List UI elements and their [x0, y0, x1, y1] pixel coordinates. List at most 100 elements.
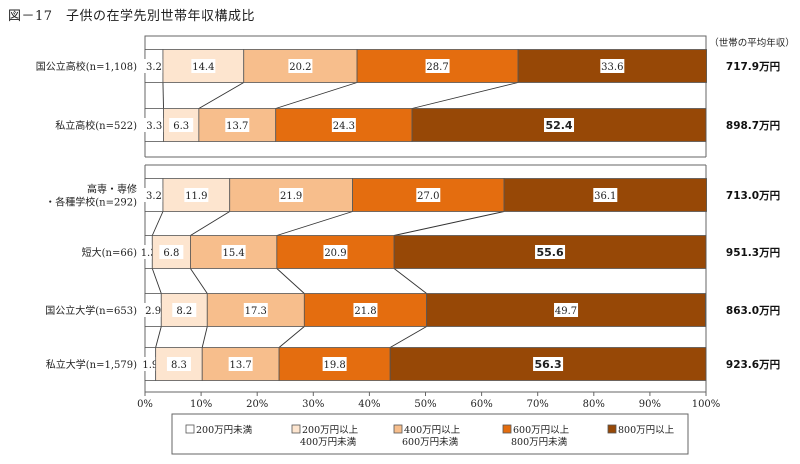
x-tick-label: 80% — [583, 399, 605, 410]
category-label: 国公立高校(n=1,108) — [36, 60, 137, 73]
value-label-bg — [416, 188, 441, 202]
value-label: 13.7 — [226, 121, 248, 132]
legend-swatch — [185, 424, 195, 434]
category-label: 私立高校(n=522) — [55, 119, 137, 132]
value-label: 14.4 — [192, 62, 214, 73]
plot-frame — [144, 35, 707, 393]
bar-segment — [201, 347, 280, 381]
connector-line — [411, 82, 519, 109]
value-label-bg — [535, 245, 566, 259]
value-label-bg — [353, 303, 378, 317]
value-label: 2.9 — [145, 306, 161, 317]
value-label: 1.3 — [141, 248, 157, 259]
category-label: 私立大学(n=1,579) — [46, 358, 137, 371]
value-label: 3.3 — [146, 121, 162, 132]
value-label: 21.8 — [354, 306, 376, 317]
connector-line — [190, 211, 230, 236]
connector-line — [198, 82, 244, 109]
value-label-bg — [191, 59, 216, 73]
value-label-bg — [425, 59, 450, 73]
value-label-bg — [322, 357, 347, 371]
value-label-bg — [141, 303, 166, 317]
value-label: 3.2 — [146, 62, 162, 73]
value-label: 6.8 — [163, 248, 179, 259]
connector-line — [162, 82, 164, 109]
average-income-value: 923.6万円 — [726, 359, 780, 371]
value-label: 55.6 — [536, 246, 563, 259]
x-tick-label: 10% — [190, 399, 212, 410]
connector-line — [155, 326, 162, 348]
legend-swatch — [291, 424, 301, 434]
value-label-bg — [141, 188, 166, 202]
value-label-bg — [323, 245, 348, 259]
value-label-bg — [544, 118, 575, 132]
connector-line — [276, 268, 305, 294]
value-label-bg — [172, 303, 197, 317]
value-label-bg — [141, 59, 166, 73]
value-label: 8.3 — [171, 360, 187, 371]
x-tick-label: 90% — [639, 399, 661, 410]
category-label: 短大(n=66) — [82, 246, 137, 259]
value-label-bg — [243, 303, 268, 317]
category-label: ・各種学校(n=292) — [45, 196, 137, 209]
value-label: 20.9 — [324, 248, 346, 259]
value-label: 15.4 — [223, 248, 245, 259]
x-tick-label: 50% — [414, 399, 436, 410]
value-label: 27.0 — [417, 191, 439, 202]
value-label-bg — [159, 245, 184, 259]
value-label-bg — [228, 357, 253, 371]
value-label-bg — [600, 59, 625, 73]
value-label-bg — [166, 357, 191, 371]
value-label: 13.7 — [230, 360, 252, 371]
legend-label: 600万円以上 — [513, 425, 570, 436]
value-label: 52.4 — [545, 119, 572, 132]
average-income-value: 951.3万円 — [726, 247, 780, 259]
legend-label: 200万円未満 — [196, 424, 253, 436]
bar-segment — [517, 49, 707, 83]
legend-label: 600万円未満 — [402, 436, 459, 448]
value-label: 3.2 — [146, 191, 162, 202]
average-income-value: 713.0万円 — [726, 190, 780, 202]
legend-box — [171, 413, 689, 455]
value-label: 11.9 — [185, 191, 207, 202]
value-label-bg — [331, 118, 356, 132]
value-label-bg — [554, 303, 579, 317]
value-label: 24.3 — [333, 121, 355, 132]
value-label-bg — [142, 118, 167, 132]
value-label: 1.9 — [142, 360, 158, 371]
category-label: 高専・専修 — [87, 183, 137, 196]
average-income-value: 863.0万円 — [726, 305, 780, 317]
connector-line — [393, 268, 427, 294]
legend-label: 200万円以上 — [302, 425, 359, 436]
connector-line — [201, 326, 208, 348]
value-label-bg — [184, 188, 209, 202]
x-tick-label: 60% — [470, 399, 492, 410]
value-label-bg — [288, 59, 313, 73]
figure-title: 図－17 子供の在学先別世帯年収構成比 — [8, 9, 256, 24]
value-label-bg — [221, 245, 246, 259]
connector-line — [151, 211, 164, 236]
value-label-bg — [533, 357, 564, 371]
value-label-bg — [169, 118, 194, 132]
value-label-bg — [225, 118, 250, 132]
value-label: 19.8 — [323, 360, 345, 371]
value-label: 6.3 — [173, 121, 189, 132]
legend-swatch — [607, 424, 617, 434]
legend-swatch — [393, 424, 403, 434]
value-label: 28.7 — [426, 62, 448, 73]
value-label: 8.2 — [176, 306, 192, 317]
x-tick-label: 0% — [137, 399, 153, 410]
category-label: 国公立大学(n=653) — [45, 304, 137, 317]
legend-label: 400万円未満 — [300, 436, 357, 448]
connector-line — [276, 211, 353, 236]
connector-line — [278, 326, 305, 348]
legend-label: 400万円以上 — [404, 425, 461, 436]
x-tick-label: 40% — [358, 399, 380, 410]
x-tick-label: 20% — [246, 399, 268, 410]
legend-label: 800万円未満 — [511, 436, 568, 448]
value-label-bg — [279, 188, 304, 202]
x-tick-label: 30% — [302, 399, 324, 410]
connector-line — [151, 268, 162, 294]
value-label: 56.3 — [535, 358, 562, 371]
